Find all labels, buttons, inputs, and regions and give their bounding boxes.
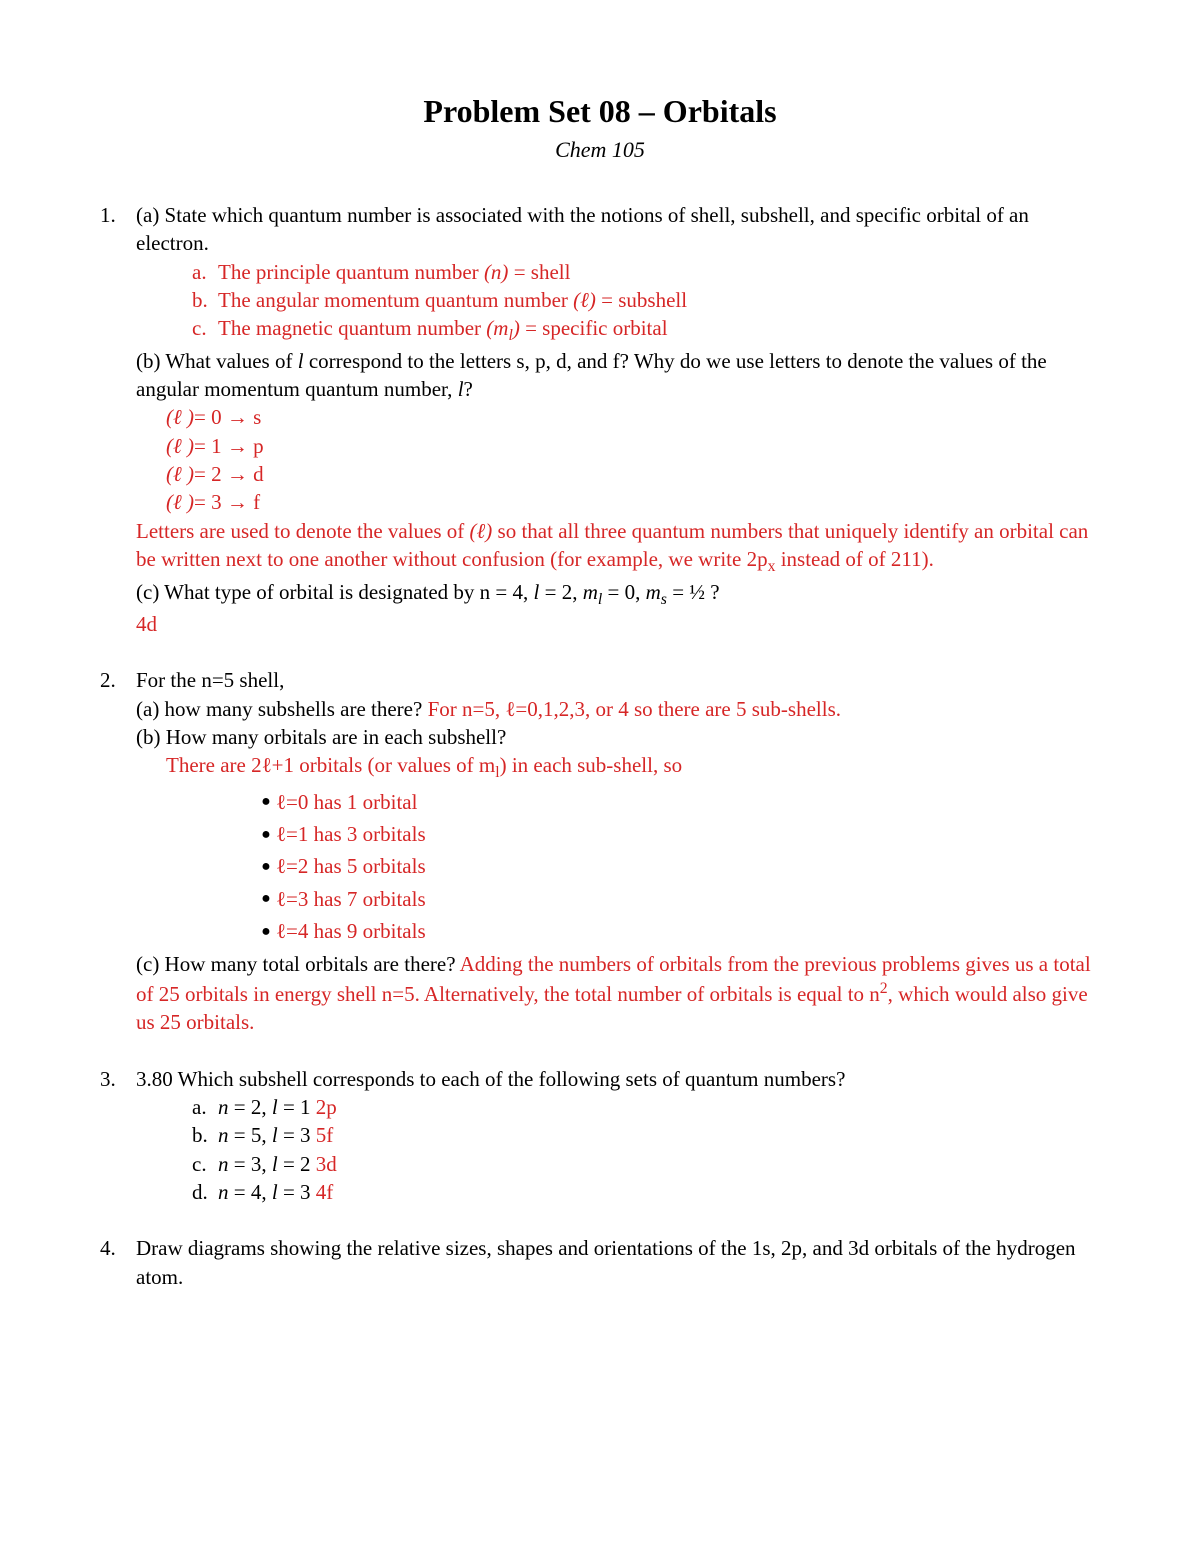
mapping-row: (ℓ )= 2 → d: [166, 460, 1100, 488]
text: n = 2, l = 1 2p: [218, 1093, 337, 1121]
text: n = 5, l = 3 5f: [218, 1121, 333, 1149]
q3-item-d: d. n = 4, l = 3 4f: [192, 1178, 1100, 1206]
q1a-answer-a: a. The principle quantum number (n) = sh…: [192, 258, 1100, 286]
q1c-answer: 4d: [136, 610, 1100, 638]
page-title: Problem Set 08 – Orbitals: [100, 90, 1100, 133]
bullet-row: ●ℓ=1 has 3 orbitals: [256, 820, 1100, 848]
q3-item-a: a. n = 2, l = 1 2p: [192, 1093, 1100, 1121]
text: The angular momentum quantum number (ℓ) …: [218, 286, 687, 314]
bullet-icon: ●: [256, 791, 276, 813]
q2b-intro: There are 2ℓ+1 orbitals (or values of ml…: [136, 751, 1100, 783]
page-subtitle: Chem 105: [100, 135, 1100, 165]
bullet-row: ●ℓ=3 has 7 orbitals: [256, 885, 1100, 913]
problem-4: 4. Draw diagrams showing the relative si…: [100, 1234, 1100, 1291]
q3-question: 3.80 Which subshell corresponds to each …: [136, 1065, 1100, 1093]
q2c: (c) How many total orbitals are there? A…: [136, 950, 1100, 1037]
text: The principle quantum number (n) = shell: [218, 258, 570, 286]
q2b-question: (b) How many orbitals are in each subshe…: [136, 723, 1100, 751]
q1c-question: (c) What type of orbital is designated b…: [136, 578, 1100, 610]
bullet-row: ●ℓ=2 has 5 orbitals: [256, 852, 1100, 880]
q2-intro: For the n=5 shell,: [136, 666, 1100, 694]
text: n = 3, l = 2 3d: [218, 1150, 337, 1178]
arrow-icon: →: [227, 405, 248, 429]
arrow-icon: →: [227, 462, 248, 486]
text: The magnetic quantum number (ml) = speci…: [218, 314, 668, 346]
label: b.: [192, 286, 218, 314]
q4-question: Draw diagrams showing the relative sizes…: [136, 1234, 1100, 1291]
text: n = 4, l = 3 4f: [218, 1178, 333, 1206]
q1a-answer-c: c. The magnetic quantum number (ml) = sp…: [192, 314, 1100, 346]
q3-items: a. n = 2, l = 1 2p b. n = 5, l = 3 5f c.…: [136, 1093, 1100, 1206]
arrow-icon: →: [227, 490, 248, 514]
mapping-row: (ℓ )= 0 → s: [166, 403, 1100, 431]
label: d.: [192, 1178, 218, 1206]
label: c.: [192, 314, 218, 346]
mapping-row: (ℓ )= 3 → f: [166, 488, 1100, 516]
problem-1: 1. (a) State which quantum number is ass…: [100, 201, 1100, 638]
mapping-row: (ℓ )= 1 → p: [166, 432, 1100, 460]
bullet-icon: ●: [256, 921, 276, 943]
q3-item-b: b. n = 5, l = 3 5f: [192, 1121, 1100, 1149]
page: Problem Set 08 – Orbitals Chem 105 1. (a…: [0, 0, 1200, 1553]
q1b-mappings: (ℓ )= 0 → s (ℓ )= 1 → p (ℓ )= 2 → d (ℓ )…: [136, 403, 1100, 516]
bullet-icon: ●: [256, 856, 276, 878]
problem-body: Draw diagrams showing the relative sizes…: [136, 1234, 1100, 1291]
problem-2: 2. For the n=5 shell, (a) how many subsh…: [100, 666, 1100, 1036]
q1b-question: (b) What values of l correspond to the l…: [136, 347, 1100, 404]
label: a.: [192, 258, 218, 286]
bullet-row: ●ℓ=4 has 9 orbitals: [256, 917, 1100, 945]
problem-number: 4.: [100, 1234, 136, 1291]
label: a.: [192, 1093, 218, 1121]
bullet-icon: ●: [256, 888, 276, 910]
q1b-explanation: Letters are used to denote the values of…: [136, 517, 1100, 578]
arrow-icon: →: [227, 434, 248, 458]
q1a-question: (a) State which quantum number is associ…: [136, 201, 1100, 258]
bullet-icon: ●: [256, 824, 276, 846]
q2b-bullets: ●ℓ=0 has 1 orbital ●ℓ=1 has 3 orbitals ●…: [136, 788, 1100, 946]
problem-number: 2.: [100, 666, 136, 1036]
problem-body: For the n=5 shell, (a) how many subshell…: [136, 666, 1100, 1036]
problem-body: (a) State which quantum number is associ…: [136, 201, 1100, 638]
problem-number: 1.: [100, 201, 136, 638]
problem-body: 3.80 Which subshell corresponds to each …: [136, 1065, 1100, 1207]
bullet-row: ●ℓ=0 has 1 orbital: [256, 788, 1100, 816]
label: c.: [192, 1150, 218, 1178]
q1a-answers: a. The principle quantum number (n) = sh…: [136, 258, 1100, 347]
label: b.: [192, 1121, 218, 1149]
problem-3: 3. 3.80 Which subshell corresponds to ea…: [100, 1065, 1100, 1207]
q1a-answer-b: b. The angular momentum quantum number (…: [192, 286, 1100, 314]
q2a: (a) how many subshells are there? For n=…: [136, 695, 1100, 723]
problem-number: 3.: [100, 1065, 136, 1207]
q3-item-c: c. n = 3, l = 2 3d: [192, 1150, 1100, 1178]
